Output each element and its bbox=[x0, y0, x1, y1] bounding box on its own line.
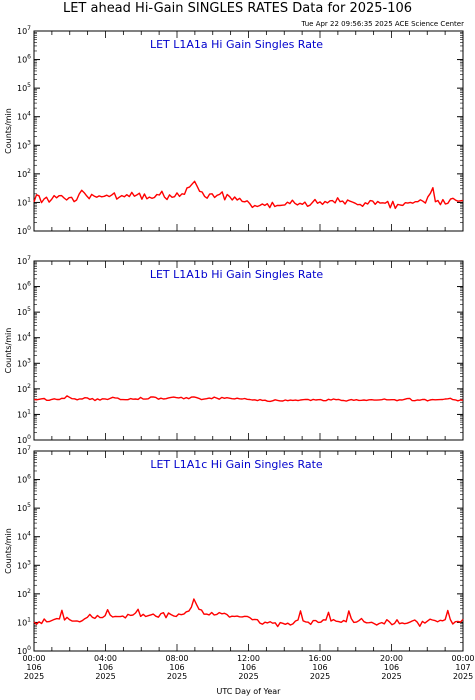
generated-timestamp: Tue Apr 22 09:56:35 2025 ACE Science Cen… bbox=[301, 20, 464, 28]
x-tick-label: 2025 bbox=[167, 672, 187, 681]
y-axis-label: Counts/min bbox=[4, 528, 13, 574]
x-tick-label: 2025 bbox=[24, 672, 44, 681]
page-title: LET ahead Hi-Gain SINGLES RATES Data for… bbox=[62, 1, 413, 16]
y-tick-label: 107 bbox=[17, 255, 31, 266]
x-tick-label: 106 bbox=[26, 663, 41, 672]
x-tick-label: 2025 bbox=[453, 672, 473, 681]
y-tick-label: 101 bbox=[17, 616, 31, 627]
x-tick-label: 106 bbox=[384, 663, 399, 672]
x-tick-label: 2025 bbox=[381, 672, 401, 681]
x-tick-label: 2025 bbox=[238, 672, 258, 681]
x-tick-label: 20:00 bbox=[380, 654, 403, 663]
y-tick-label: 106 bbox=[17, 281, 31, 292]
x-tick-label: 12:00 bbox=[237, 654, 260, 663]
x-tick-label: 08:00 bbox=[165, 654, 188, 663]
panel-title: LET L1A1b Hi Gain Singles Rate bbox=[150, 268, 324, 281]
x-tick-label: 2025 bbox=[95, 672, 115, 681]
x-tick-label: 2025 bbox=[310, 672, 330, 681]
x-tick-label: 107 bbox=[455, 663, 470, 672]
y-tick-label: 101 bbox=[17, 408, 31, 419]
y-axis-label: Counts/min bbox=[4, 328, 13, 374]
x-tick-label: 00:00 bbox=[22, 654, 45, 663]
y-tick-label: 101 bbox=[17, 196, 31, 207]
panel-title: LET L1A1c Hi Gain Singles Rate bbox=[150, 458, 323, 471]
y-axis-label: Counts/min bbox=[4, 108, 13, 154]
x-tick-label: 04:00 bbox=[94, 654, 117, 663]
y-tick-label: 105 bbox=[17, 502, 31, 513]
y-tick-label: 103 bbox=[17, 357, 31, 368]
x-tick-label: 106 bbox=[98, 663, 113, 672]
x-tick-label: 00:00 bbox=[451, 654, 474, 663]
y-tick-label: 100 bbox=[17, 225, 31, 236]
y-tick-label: 102 bbox=[17, 383, 31, 394]
x-tick-label: 106 bbox=[241, 663, 256, 672]
y-tick-label: 106 bbox=[17, 54, 31, 65]
y-tick-label: 103 bbox=[17, 139, 31, 150]
x-tick-label: 106 bbox=[169, 663, 184, 672]
y-tick-label: 104 bbox=[17, 531, 31, 542]
panel-title: LET L1A1a Hi Gain Singles Rate bbox=[150, 38, 323, 51]
rate-trace bbox=[33, 598, 464, 628]
x-tick-label: 16:00 bbox=[308, 654, 331, 663]
y-tick-label: 106 bbox=[17, 474, 31, 485]
y-tick-label: 107 bbox=[17, 25, 31, 36]
rate-trace bbox=[33, 395, 464, 403]
y-tick-label: 105 bbox=[17, 306, 31, 317]
y-tick-label: 100 bbox=[17, 434, 31, 445]
y-tick-label: 107 bbox=[17, 445, 31, 456]
plot-frame bbox=[33, 450, 464, 652]
y-tick-label: 102 bbox=[17, 588, 31, 599]
y-tick-label: 104 bbox=[17, 332, 31, 343]
y-tick-label: 100 bbox=[17, 645, 31, 656]
plot-frame bbox=[33, 260, 464, 441]
y-tick-label: 104 bbox=[17, 111, 31, 122]
y-tick-label: 102 bbox=[17, 168, 31, 179]
y-tick-label: 103 bbox=[17, 559, 31, 570]
x-tick-label: 106 bbox=[312, 663, 327, 672]
rate-trace bbox=[33, 180, 464, 210]
y-tick-label: 105 bbox=[17, 82, 31, 93]
x-axis-label: UTC Day of Year bbox=[217, 687, 282, 696]
plot-frame bbox=[33, 30, 464, 232]
